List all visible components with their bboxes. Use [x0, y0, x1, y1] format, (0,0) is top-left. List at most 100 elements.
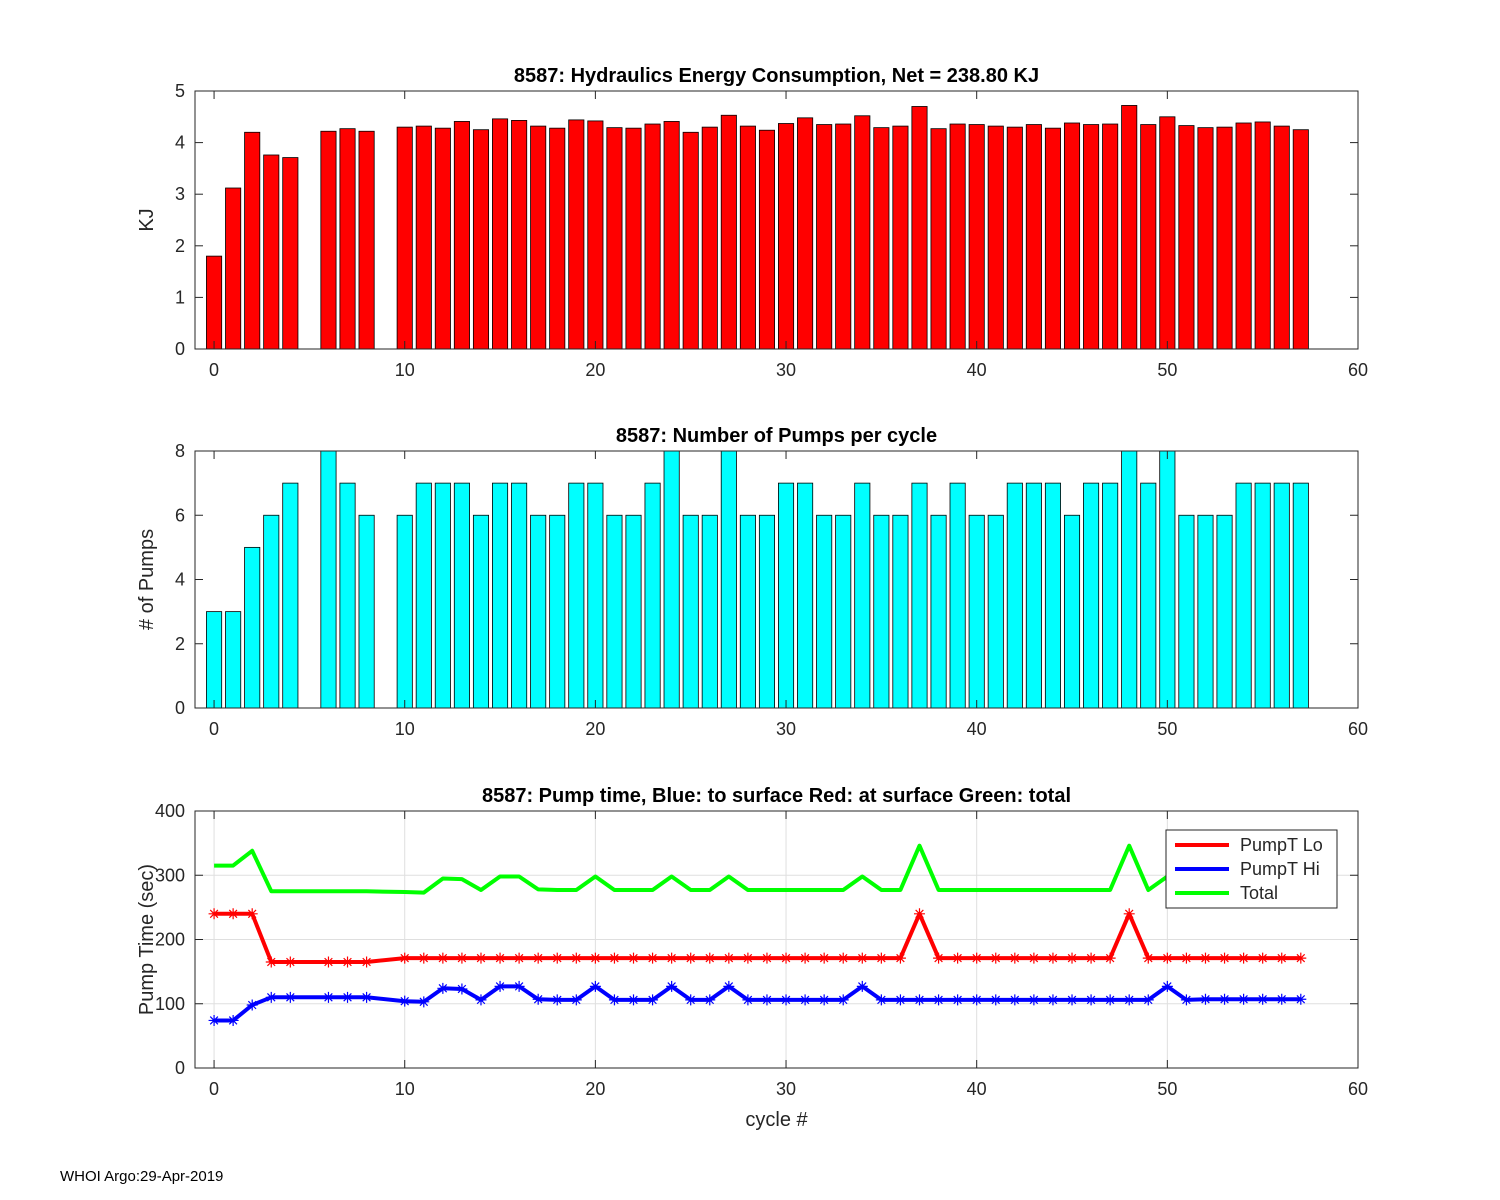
- bar: [1102, 123, 1119, 350]
- data-point-marker: [1199, 952, 1211, 964]
- bar: [854, 115, 871, 350]
- bar: [835, 514, 852, 709]
- chart-3: 0 10 20 30 40 50 60 0 100 200 300 400 8587: Pump tim…: [136, 785, 1368, 1131]
- bar: [511, 120, 528, 350]
- series-line: [214, 843, 1301, 895]
- y-tick-label: 0: [175, 1058, 185, 1078]
- data-point-marker: [608, 994, 620, 1006]
- bar: [1273, 125, 1290, 350]
- data-point-marker: [532, 952, 544, 964]
- bar: [1254, 482, 1271, 709]
- bar: [1235, 122, 1252, 350]
- data-point-marker: [570, 994, 582, 1006]
- bar: [949, 123, 966, 350]
- data-point-marker: [723, 952, 735, 964]
- bar: [701, 514, 718, 709]
- data-point-marker: [704, 994, 716, 1006]
- bar: [1197, 127, 1214, 350]
- data-point-marker: [1276, 952, 1288, 964]
- data-point-marker: [799, 994, 811, 1006]
- bar: [568, 482, 585, 709]
- axes-box: [194, 90, 1359, 350]
- bar: [778, 123, 795, 350]
- bar: [1083, 482, 1100, 709]
- bar: [949, 482, 966, 709]
- chart-title: 8587: Number of Pumps per cycle: [616, 425, 937, 447]
- bar: [339, 482, 356, 709]
- x-tick-label: 60: [1348, 719, 1368, 739]
- data-point-marker: [246, 999, 258, 1011]
- data-point-marker: [1142, 994, 1154, 1006]
- bar: [892, 125, 909, 350]
- bar: [1063, 514, 1081, 709]
- data-point-marker: [990, 994, 1002, 1006]
- data-point-marker: [399, 952, 411, 964]
- data-point-marker: [361, 956, 373, 968]
- data-point-marker: [685, 952, 697, 964]
- x-tick-label: 40: [967, 719, 987, 739]
- bar: [720, 450, 737, 709]
- bar: [644, 123, 661, 350]
- data-point-marker: [532, 993, 544, 1005]
- legend-label: Total: [1240, 883, 1278, 903]
- bar: [1063, 122, 1081, 350]
- bar: [453, 482, 470, 709]
- chart-title: 8587: Pump time, Blue: to surface Red: a…: [482, 785, 1071, 807]
- bar: [1102, 482, 1119, 709]
- data-point-marker: [1123, 994, 1135, 1006]
- bar: [663, 121, 680, 350]
- data-point-marker: [475, 952, 487, 964]
- x-tick-label: 10: [395, 1079, 415, 1099]
- bar: [873, 514, 890, 709]
- bar: [930, 128, 947, 350]
- bar: [320, 450, 337, 709]
- bar: [720, 114, 737, 350]
- x-tick-label: 50: [1157, 1079, 1177, 1099]
- bar: [682, 131, 699, 350]
- data-point-marker: [418, 952, 430, 964]
- data-point-marker: [933, 952, 945, 964]
- data-point-marker: [1104, 994, 1116, 1006]
- bar: [739, 514, 756, 709]
- data-point-marker: [628, 952, 640, 964]
- data-point-marker: [856, 980, 868, 992]
- bar: [911, 482, 928, 709]
- bar: [530, 125, 547, 350]
- bar: [873, 127, 890, 350]
- bar: [663, 450, 680, 709]
- data-point-marker: [990, 952, 1002, 964]
- data-point-marker: [1009, 952, 1021, 964]
- data-point-marker: [475, 994, 487, 1006]
- bar: [263, 154, 280, 350]
- bar: [1216, 126, 1233, 350]
- y-tick-label: 1: [175, 287, 185, 307]
- x-tick-label: 0: [209, 1079, 219, 1099]
- data-point-marker: [1104, 952, 1116, 964]
- bar: [930, 514, 947, 709]
- bar: [453, 121, 470, 350]
- data-point-marker: [322, 991, 334, 1003]
- bar: [492, 118, 509, 350]
- bar: [987, 514, 1004, 709]
- data-point-marker: [456, 952, 468, 964]
- data-point-marker: [875, 994, 887, 1006]
- data-point-marker: [1066, 994, 1078, 1006]
- y-tick-label: 100: [155, 994, 185, 1014]
- x-tick-label: 60: [1348, 360, 1368, 380]
- data-point-marker: [589, 952, 601, 964]
- data-point-marker: [1009, 994, 1021, 1006]
- legend-label: PumpT Lo: [1240, 835, 1323, 855]
- data-point-marker: [1047, 952, 1059, 964]
- bar: [682, 514, 699, 709]
- bar: [1006, 126, 1023, 350]
- y-tick-label: 4: [175, 570, 185, 590]
- bar: [892, 514, 909, 709]
- bar: [1044, 127, 1061, 350]
- data-point-marker: [666, 980, 678, 992]
- data-point-marker: [1199, 993, 1211, 1005]
- data-point-marker: [208, 908, 220, 920]
- bar: [816, 124, 833, 350]
- data-point-marker: [761, 994, 773, 1006]
- data-point-marker: [894, 994, 906, 1006]
- y-tick-label: 6: [175, 505, 185, 525]
